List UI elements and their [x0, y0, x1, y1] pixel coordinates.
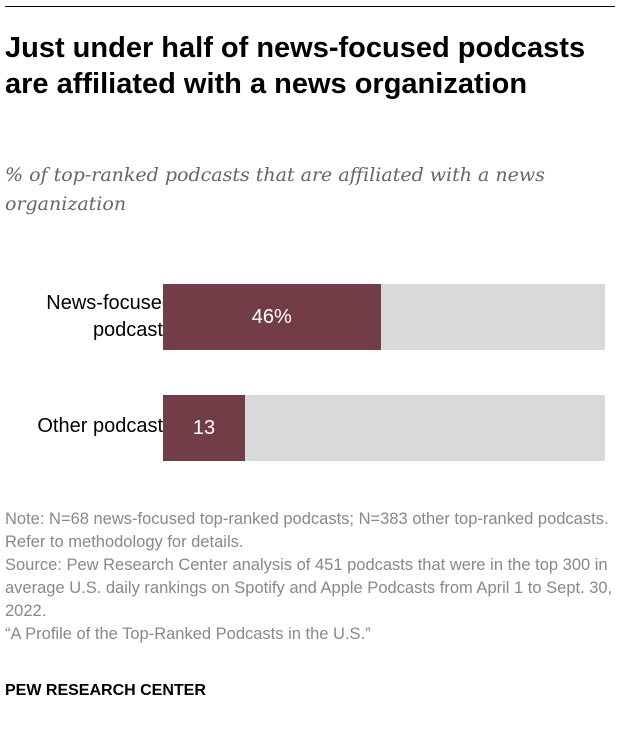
data-label: 46% [251, 306, 292, 328]
brand-logo-text: PEW RESEARCH CENTER [5, 682, 206, 699]
chart-title: Just under half of news-focused podcasts… [5, 32, 586, 100]
bar-track: 46% [163, 284, 605, 350]
notes: Note: N=68 news-focused top-ranked podca… [5, 508, 615, 646]
category-label: Other podcasts [37, 415, 173, 437]
category-label: News-focused podcasts [46, 292, 173, 341]
chart-subtitle: % of top-ranked podcasts that are affili… [5, 164, 545, 215]
top-rule [5, 6, 615, 7]
report-title: “A Profile of the Top-Ranked Podcasts in… [5, 625, 371, 643]
bar [163, 395, 245, 461]
source-text: Source: Pew Research Center analysis of … [5, 556, 613, 620]
data-label: 13 [192, 417, 216, 439]
note-text: Note: N=68 news-focused top-ranked podca… [5, 510, 609, 551]
bar-track: 13 [163, 395, 605, 461]
bar [163, 284, 381, 350]
